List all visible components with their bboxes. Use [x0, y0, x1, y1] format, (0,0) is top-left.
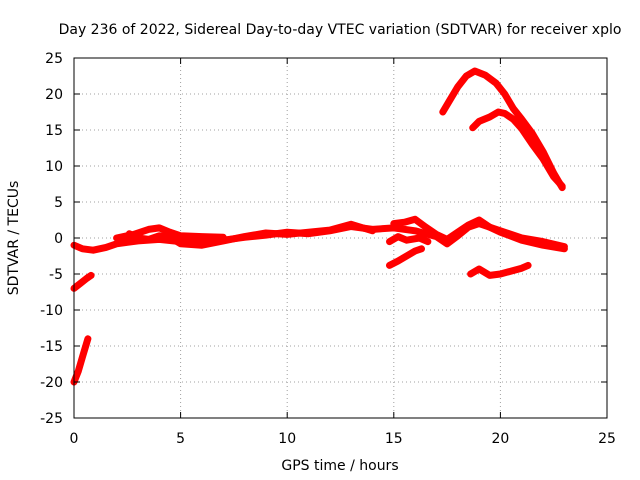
series-track-2: [70, 271, 95, 292]
y-tick-label: -10: [40, 303, 63, 319]
y-axis-label: SDTVAR / TECUs: [6, 181, 22, 296]
x-tick-label: 5: [176, 431, 185, 447]
series-track-11: [469, 108, 566, 190]
series-track-5: [113, 224, 227, 242]
tick-labels: 0 5 10 15 20 25 -25 -20 -15 -10 -5 0 5 10 15 20 25: [40, 51, 616, 447]
series-track-4: [125, 220, 376, 249]
y-tick-label: -20: [40, 375, 63, 391]
y-tick-label: 10: [45, 159, 63, 175]
data-series: [70, 67, 568, 386]
plot-frame: [73, 57, 608, 419]
y-tick-label: 0: [54, 231, 63, 247]
x-tick-label: 25: [598, 431, 616, 447]
y-tick-label: 25: [45, 51, 63, 67]
grid-lines: [74, 58, 607, 418]
series-track-9: [467, 261, 532, 279]
y-tick-label: -15: [40, 339, 63, 355]
x-tick-label: 10: [278, 431, 296, 447]
x-tick-label: 15: [385, 431, 403, 447]
y-tick-label: -5: [49, 267, 63, 283]
chart-title: Day 236 of 2022, Sidereal Day-to-day VTE…: [59, 22, 622, 38]
series-track-10: [439, 67, 566, 192]
y-tick-label: 15: [45, 123, 63, 139]
series-track-7: [386, 233, 432, 246]
series-track-8: [386, 245, 425, 269]
y-tick-label: -25: [40, 411, 63, 427]
x-axis-label: GPS time / hours: [281, 458, 398, 474]
x-tick-label: 0: [70, 431, 79, 447]
x-tick-label: 20: [491, 431, 509, 447]
series-track-6: [390, 215, 568, 253]
y-tick-label: 20: [45, 87, 63, 103]
series-track-1: [70, 335, 92, 386]
y-tick-label: 5: [54, 195, 63, 211]
